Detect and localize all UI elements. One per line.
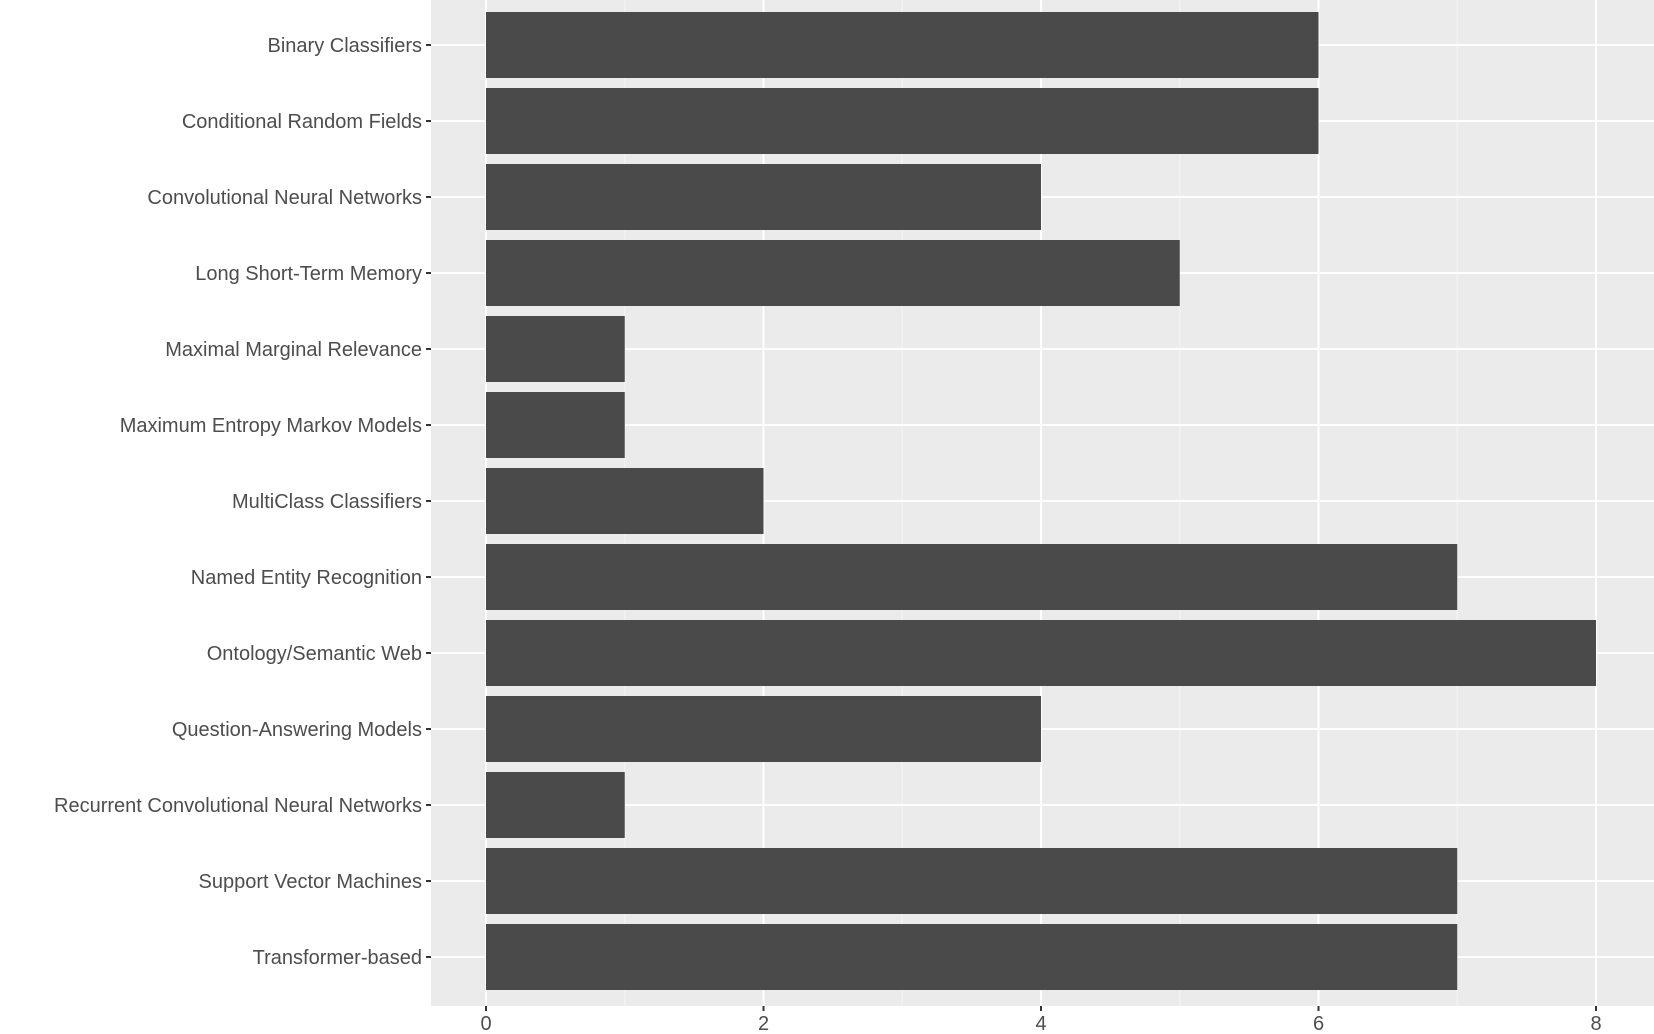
- x-tick-label: 6: [1313, 1013, 1324, 1034]
- y-tick-label: Convolutional Neural Networks: [147, 187, 422, 209]
- x-tick-label: 2: [758, 1013, 769, 1034]
- y-tick-label: MultiClass Classifiers: [232, 491, 422, 513]
- bar: [486, 88, 1319, 154]
- x-tick-label: 0: [480, 1013, 491, 1034]
- bar: [486, 848, 1458, 914]
- bar: [486, 316, 625, 382]
- y-tick-label: Support Vector Machines: [199, 871, 422, 893]
- bar: [486, 924, 1458, 990]
- bar: [486, 392, 625, 458]
- x-tick-label: 4: [1035, 1013, 1046, 1034]
- y-tick-label: Maximum Entropy Markov Models: [120, 415, 422, 437]
- bar: [486, 696, 1041, 762]
- y-tick-label: Conditional Random Fields: [182, 111, 422, 133]
- bar: [486, 772, 625, 838]
- y-tick-label: Binary Classifiers: [268, 35, 422, 57]
- bar: [486, 240, 1180, 306]
- bar: [486, 164, 1041, 230]
- x-tick-label: 8: [1590, 1013, 1601, 1034]
- y-tick-label: Maximal Marginal Relevance: [165, 339, 422, 361]
- y-tick-label: Ontology/Semantic Web: [207, 643, 422, 665]
- y-tick-label: Long Short-Term Memory: [195, 263, 422, 285]
- y-tick-label: Transformer-based: [253, 947, 422, 969]
- y-tick-label: Recurrent Convolutional Neural Networks: [54, 795, 422, 817]
- bar: [486, 12, 1319, 78]
- bar: [486, 468, 764, 534]
- bar: [486, 620, 1596, 686]
- y-tick-label: Question-Answering Models: [172, 719, 422, 741]
- bar: [486, 544, 1458, 610]
- y-tick-label: Named Entity Recognition: [191, 567, 422, 589]
